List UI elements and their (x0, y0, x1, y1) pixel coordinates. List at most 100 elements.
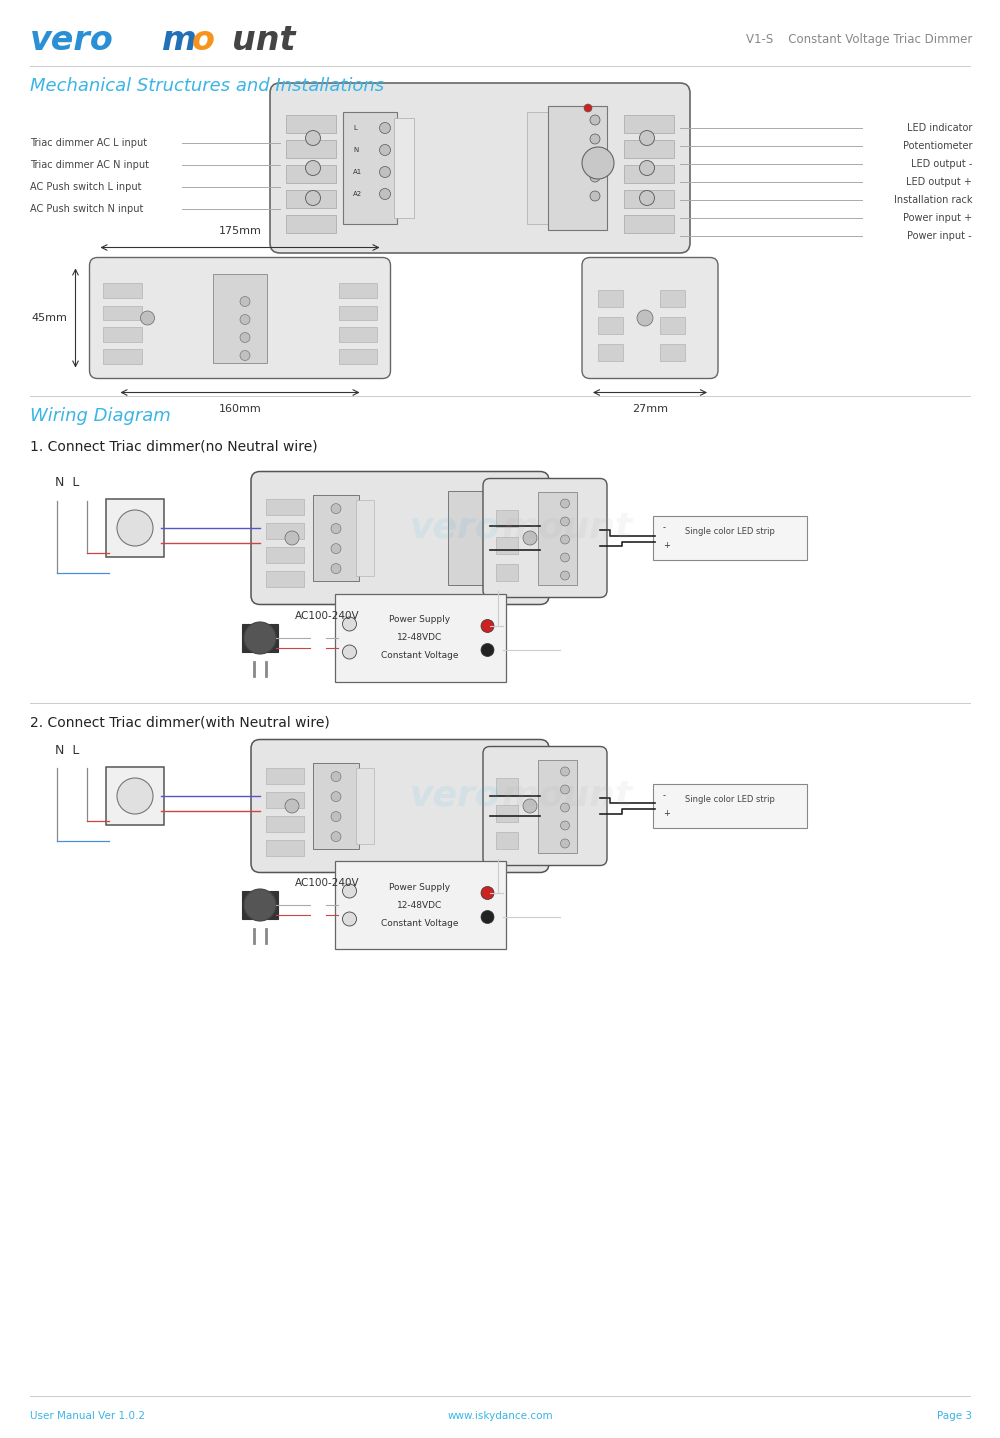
Circle shape (560, 802, 570, 812)
Circle shape (379, 144, 390, 155)
Bar (266, 815, 304, 831)
Text: A2: A2 (353, 191, 362, 197)
Circle shape (331, 772, 341, 782)
FancyBboxPatch shape (527, 112, 549, 224)
Bar (242, 892, 278, 919)
Bar (598, 344, 623, 361)
Bar (338, 283, 376, 298)
Bar (266, 840, 304, 856)
Text: m: m (162, 23, 197, 56)
Bar (598, 289, 623, 306)
Circle shape (379, 122, 390, 134)
Text: AC Push switch L input: AC Push switch L input (30, 183, 142, 193)
FancyBboxPatch shape (448, 492, 490, 585)
Circle shape (560, 821, 570, 830)
Circle shape (244, 889, 276, 920)
FancyBboxPatch shape (548, 106, 607, 230)
Text: www.iskydance.com: www.iskydance.com (447, 1411, 553, 1421)
Bar (242, 624, 278, 651)
Circle shape (523, 531, 537, 545)
Circle shape (640, 190, 654, 206)
Circle shape (306, 161, 320, 175)
FancyBboxPatch shape (653, 516, 807, 559)
Circle shape (331, 544, 341, 554)
FancyBboxPatch shape (334, 594, 506, 682)
Circle shape (331, 564, 341, 574)
FancyBboxPatch shape (251, 739, 549, 873)
Text: Power input -: Power input - (907, 232, 972, 242)
FancyBboxPatch shape (356, 499, 374, 577)
Text: L: L (353, 125, 357, 131)
Bar (660, 316, 685, 334)
Circle shape (590, 134, 600, 144)
Text: AC Push switch N input: AC Push switch N input (30, 204, 143, 214)
Text: N  L: N L (55, 476, 79, 489)
Bar (496, 791, 534, 808)
Text: +: + (663, 541, 670, 549)
Bar (266, 499, 304, 515)
FancyBboxPatch shape (106, 499, 164, 557)
Text: AC100-240V: AC100-240V (295, 611, 360, 621)
Text: Constant Voltage: Constant Voltage (381, 919, 459, 928)
Circle shape (560, 518, 570, 526)
Text: Mechanical Structures and Installations: Mechanical Structures and Installations (30, 78, 384, 95)
Bar (496, 536, 518, 554)
Bar (624, 139, 674, 158)
Circle shape (306, 190, 320, 206)
Circle shape (584, 104, 592, 112)
FancyBboxPatch shape (313, 762, 359, 850)
Circle shape (590, 191, 600, 201)
Circle shape (342, 884, 356, 897)
Text: Constant Voltage: Constant Voltage (381, 651, 459, 660)
Text: Page 3: Page 3 (937, 1411, 972, 1421)
Circle shape (640, 161, 654, 175)
FancyBboxPatch shape (483, 479, 607, 598)
Bar (496, 564, 518, 581)
Circle shape (560, 499, 570, 508)
Text: vero: vero (409, 779, 500, 812)
Bar (496, 548, 534, 564)
FancyBboxPatch shape (653, 784, 807, 828)
Circle shape (117, 778, 153, 814)
Circle shape (117, 510, 153, 546)
Text: unt: unt (232, 23, 296, 56)
Bar (266, 768, 304, 784)
Circle shape (523, 800, 537, 812)
Text: 160mm: 160mm (219, 404, 261, 414)
Text: 175mm: 175mm (219, 226, 261, 236)
Bar (496, 804, 518, 821)
Text: mount: mount (502, 779, 633, 812)
Bar (104, 349, 142, 364)
Text: Triac dimmer AC N input: Triac dimmer AC N input (30, 160, 149, 170)
FancyBboxPatch shape (89, 257, 390, 378)
Bar (496, 499, 534, 515)
Bar (496, 840, 534, 856)
Text: vero: vero (409, 510, 500, 545)
Circle shape (560, 766, 570, 777)
Bar (266, 548, 304, 564)
Circle shape (342, 617, 356, 631)
Circle shape (481, 910, 494, 923)
Circle shape (379, 167, 390, 177)
Bar (496, 571, 534, 588)
Text: +: + (663, 808, 670, 817)
Circle shape (637, 311, 653, 326)
Circle shape (331, 831, 341, 841)
Bar (104, 305, 142, 319)
Circle shape (240, 296, 250, 306)
Text: LED indicator: LED indicator (907, 124, 972, 132)
FancyBboxPatch shape (106, 766, 164, 825)
Bar (286, 165, 336, 183)
Text: N: N (353, 147, 358, 152)
Bar (338, 349, 376, 364)
Text: LED output +: LED output + (906, 177, 972, 187)
Text: Installation rack: Installation rack (894, 196, 972, 206)
Bar (266, 791, 304, 808)
Circle shape (342, 912, 356, 926)
FancyBboxPatch shape (313, 495, 359, 581)
Circle shape (331, 503, 341, 513)
Bar (624, 190, 674, 209)
Bar (496, 778, 518, 795)
Circle shape (560, 838, 570, 848)
Circle shape (342, 646, 356, 659)
